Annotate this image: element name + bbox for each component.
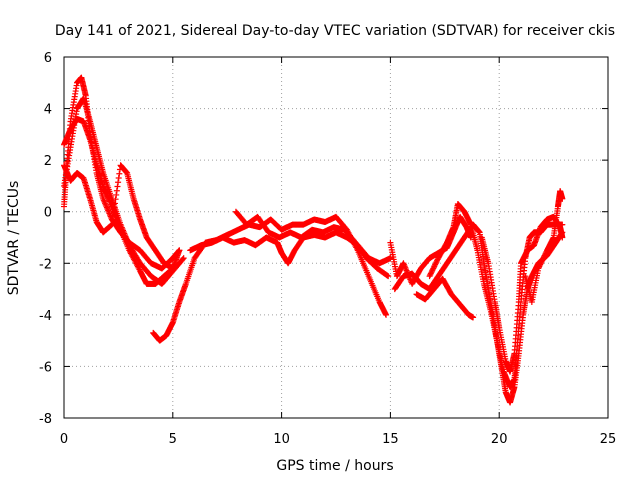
- data-point-marker: [559, 234, 566, 241]
- plot-area-frame: [63, 56, 609, 419]
- x-axis-ticks: 0 5 10 15 20 25: [60, 57, 616, 447]
- chart-title: Day 141 of 2021, Sidereal Day-to-day VTE…: [55, 23, 615, 39]
- data-points: [61, 74, 566, 406]
- data-point-marker: [559, 195, 566, 202]
- series-track-7: [232, 208, 392, 280]
- x-tick-label: 25: [600, 432, 617, 447]
- data-point-marker: [470, 314, 477, 321]
- y-tick-label: -8: [39, 412, 52, 427]
- data-point-marker: [385, 273, 392, 280]
- data-point-marker: [110, 208, 117, 215]
- data-point-marker: [387, 255, 394, 262]
- y-tick-label: -4: [39, 309, 52, 324]
- data-point-marker: [113, 187, 120, 194]
- x-tick-label: 0: [60, 432, 68, 447]
- series-track-2: [61, 95, 187, 287]
- series-track-10: [413, 275, 477, 321]
- data-point-marker: [179, 256, 186, 263]
- data-point-marker: [111, 204, 118, 211]
- data-point-marker: [383, 311, 390, 318]
- data-point-marker: [113, 191, 120, 198]
- data-point-marker: [115, 179, 122, 186]
- y-tick-label: 2: [44, 154, 52, 169]
- series-track-8: [387, 213, 474, 287]
- y-tick-label: 6: [44, 51, 52, 66]
- x-tick-label: 20: [491, 432, 508, 447]
- y-tick-label: -6: [39, 360, 52, 375]
- y-tick-label: -2: [39, 257, 52, 272]
- data-point-marker: [112, 196, 119, 203]
- data-point-marker: [116, 170, 123, 177]
- x-tick-label: 15: [382, 432, 399, 447]
- data-point-marker: [180, 255, 187, 262]
- y-axis-ticks: -8 -6 -4 -2 0 2 4 6: [39, 51, 608, 427]
- series-track-13: [522, 188, 566, 305]
- grid-lines: [64, 57, 608, 418]
- series-track-11: [426, 200, 566, 391]
- series-track-4: [61, 162, 183, 272]
- x-tick-label: 5: [169, 432, 177, 447]
- y-tick-label: 4: [44, 103, 52, 118]
- data-point-marker: [115, 175, 122, 182]
- y-axis-label: SDTVAR / TECUs: [6, 181, 22, 296]
- y-tick-label: 0: [44, 206, 52, 221]
- x-tick-label: 10: [273, 432, 290, 447]
- data-point-marker: [114, 183, 121, 190]
- series-track-12: [478, 213, 566, 375]
- x-axis-label: GPS time / hours: [276, 458, 393, 474]
- series-track-3: [61, 115, 176, 287]
- series-track-9: [391, 221, 566, 406]
- data-point-marker: [111, 200, 118, 207]
- data-point-marker: [110, 213, 117, 220]
- data-point-marker: [108, 221, 115, 228]
- data-point-marker: [109, 217, 116, 224]
- data-point-marker: [176, 247, 183, 254]
